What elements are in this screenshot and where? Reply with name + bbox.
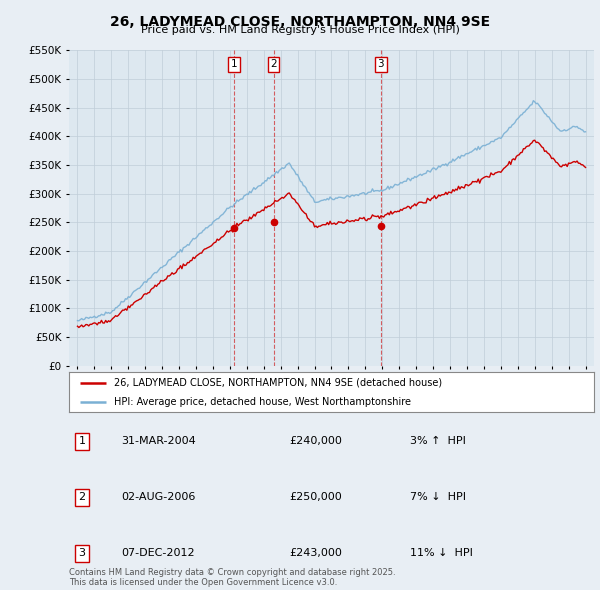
- Text: 2: 2: [270, 60, 277, 70]
- Text: 26, LADYMEAD CLOSE, NORTHAMPTON, NN4 9SE (detached house): 26, LADYMEAD CLOSE, NORTHAMPTON, NN4 9SE…: [113, 378, 442, 388]
- Text: 1: 1: [231, 60, 238, 70]
- Text: 3% ↑  HPI: 3% ↑ HPI: [410, 437, 466, 446]
- Text: HPI: Average price, detached house, West Northamptonshire: HPI: Average price, detached house, West…: [113, 397, 410, 407]
- Text: 07-DEC-2012: 07-DEC-2012: [121, 549, 195, 558]
- Text: Contains HM Land Registry data © Crown copyright and database right 2025.
This d: Contains HM Land Registry data © Crown c…: [69, 568, 395, 587]
- Text: 2: 2: [79, 493, 86, 502]
- Text: £250,000: £250,000: [290, 493, 342, 502]
- Text: 26, LADYMEAD CLOSE, NORTHAMPTON, NN4 9SE: 26, LADYMEAD CLOSE, NORTHAMPTON, NN4 9SE: [110, 15, 490, 29]
- Text: 7% ↓  HPI: 7% ↓ HPI: [410, 493, 466, 502]
- Text: 1: 1: [79, 437, 86, 446]
- Text: 11% ↓  HPI: 11% ↓ HPI: [410, 549, 473, 558]
- Text: 3: 3: [79, 549, 86, 558]
- Text: 02-AUG-2006: 02-AUG-2006: [121, 493, 196, 502]
- Text: Price paid vs. HM Land Registry's House Price Index (HPI): Price paid vs. HM Land Registry's House …: [140, 25, 460, 35]
- Text: £240,000: £240,000: [290, 437, 343, 446]
- Text: £243,000: £243,000: [290, 549, 343, 558]
- Text: 3: 3: [377, 60, 384, 70]
- Text: 31-MAR-2004: 31-MAR-2004: [121, 437, 196, 446]
